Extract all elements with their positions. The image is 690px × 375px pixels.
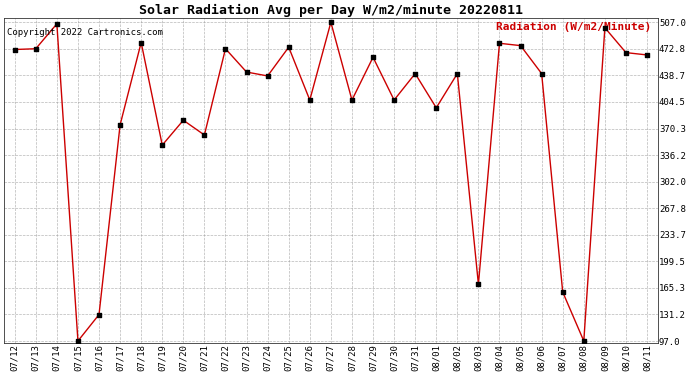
- Point: [283, 44, 294, 50]
- Point: [178, 117, 189, 123]
- Point: [326, 19, 337, 25]
- Point: [494, 40, 505, 46]
- Point: [72, 338, 83, 344]
- Point: [558, 289, 569, 295]
- Point: [620, 50, 631, 55]
- Point: [262, 73, 273, 79]
- Point: [578, 338, 589, 344]
- Point: [157, 142, 168, 148]
- Point: [304, 97, 315, 103]
- Point: [368, 54, 379, 60]
- Point: [452, 70, 463, 76]
- Point: [642, 52, 653, 58]
- Point: [515, 43, 526, 49]
- Point: [388, 97, 400, 103]
- Point: [9, 46, 20, 53]
- Text: Radiation (W/m2/Minute): Radiation (W/m2/Minute): [496, 22, 651, 32]
- Point: [115, 122, 126, 128]
- Point: [600, 25, 611, 31]
- Text: Copyright 2022 Cartronics.com: Copyright 2022 Cartronics.com: [8, 28, 164, 37]
- Point: [536, 70, 547, 76]
- Point: [136, 39, 147, 45]
- Point: [410, 70, 421, 76]
- Point: [346, 97, 357, 103]
- Point: [431, 105, 442, 111]
- Point: [241, 69, 252, 75]
- Title: Solar Radiation Avg per Day W/m2/minute 20220811: Solar Radiation Avg per Day W/m2/minute …: [139, 4, 523, 17]
- Point: [51, 21, 62, 27]
- Point: [220, 46, 231, 52]
- Point: [473, 281, 484, 287]
- Point: [199, 132, 210, 138]
- Point: [30, 46, 41, 52]
- Point: [94, 312, 105, 318]
